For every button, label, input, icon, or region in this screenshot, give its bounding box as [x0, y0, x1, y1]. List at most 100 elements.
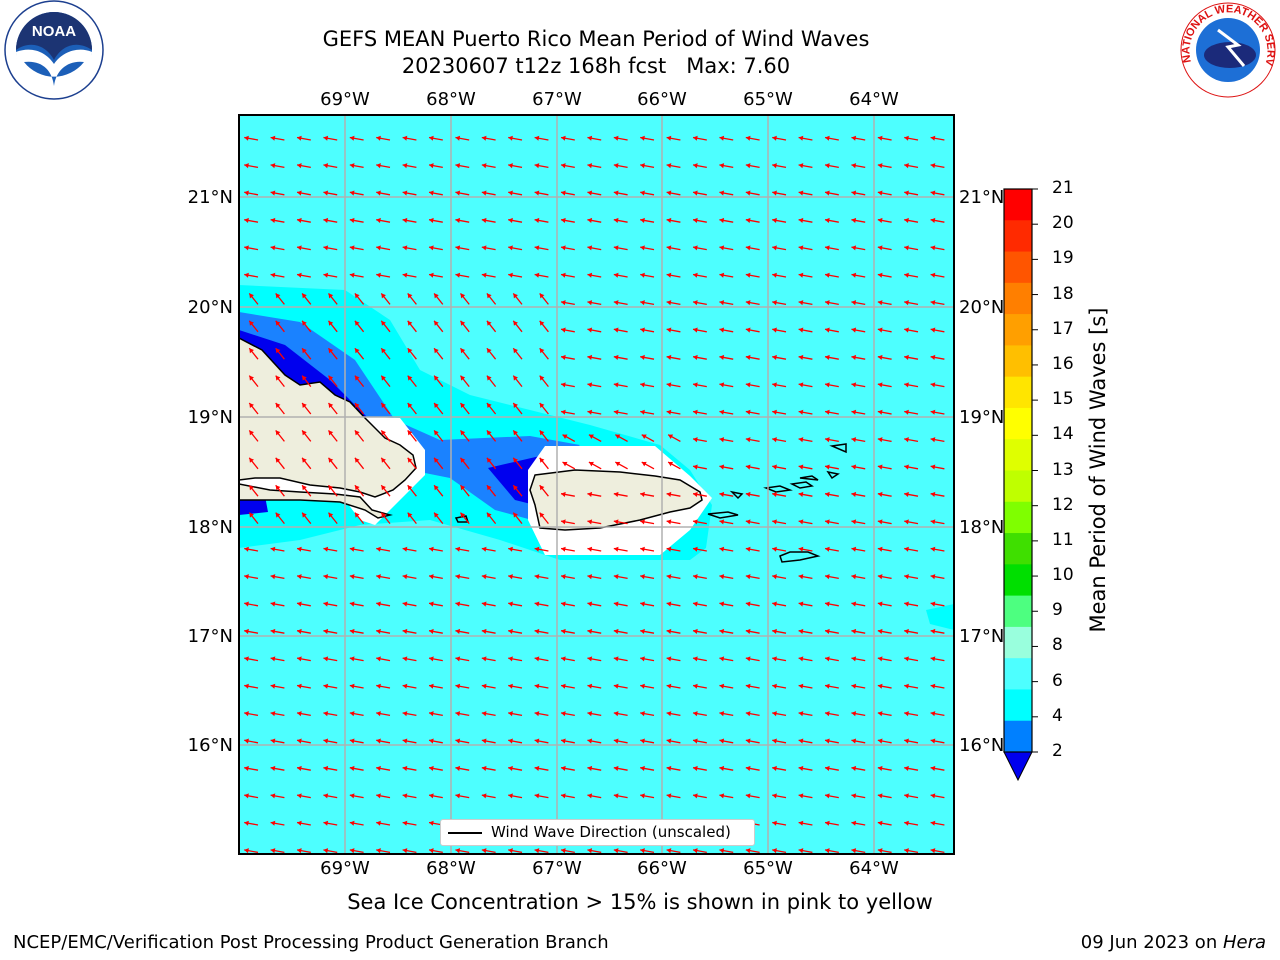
wind-wave-arrowhead	[745, 601, 751, 607]
wind-wave-arrowhead	[904, 409, 909, 415]
wind-wave-arrowhead	[877, 382, 883, 388]
wind-wave-arrowhead	[666, 491, 672, 497]
wind-wave-arrowhead	[429, 272, 434, 278]
wind-wave-arrowhead	[613, 656, 619, 662]
wind-wave-arrowhead	[328, 485, 334, 491]
wind-wave-arrowhead	[270, 820, 276, 826]
wind-wave-arrowhead	[297, 217, 302, 223]
wind-wave-arrowhead	[481, 574, 487, 580]
wind-wave-arrowhead	[904, 190, 909, 196]
wind-wave-arrowhead	[666, 190, 672, 196]
wind-wave-arrowhead	[328, 512, 334, 518]
wind-wave-arrowhead	[270, 245, 276, 251]
wind-wave-arrowhead	[613, 601, 619, 607]
wind-wave-arrowhead	[486, 457, 492, 463]
wind-wave-arrowhead	[719, 628, 725, 634]
wind-wave-arrowhead	[772, 738, 777, 744]
wind-wave-arrowhead	[244, 245, 249, 251]
wind-wave-arrowhead	[693, 190, 698, 196]
wind-wave-arrowhead	[376, 245, 381, 251]
wind-wave-arrowhead	[666, 574, 672, 580]
wind-wave-arrowhead	[429, 628, 434, 634]
wind-wave-arrowhead	[244, 711, 249, 717]
wind-wave-arrowhead	[481, 245, 487, 251]
wind-wave-arrowhead	[666, 711, 672, 717]
wind-wave-arrowhead	[613, 738, 619, 744]
wind-wave-arrowhead	[275, 430, 281, 436]
wind-wave-arrowhead	[851, 574, 857, 580]
wind-wave-arrowhead	[851, 327, 857, 333]
wind-wave-arrowhead	[666, 628, 672, 634]
wind-wave-arrowhead	[772, 163, 777, 169]
wind-wave-arrowhead	[745, 491, 751, 497]
wind-wave-arrowhead	[270, 711, 276, 717]
wind-wave-arrowhead	[745, 382, 751, 388]
wind-wave-arrowhead	[429, 656, 434, 662]
wind-wave-arrowhead	[561, 628, 566, 634]
wind-wave-arrowhead	[587, 848, 593, 854]
wind-wave-arrowhead	[640, 848, 645, 854]
wind-wave-arrowhead	[640, 382, 645, 388]
wind-wave-arrowhead	[561, 848, 566, 854]
wind-wave-arrowhead	[930, 272, 936, 278]
wind-wave-arrowhead	[745, 793, 751, 799]
wind-wave-arrowhead	[825, 628, 830, 634]
lat-label-right-21n: 21°N	[959, 187, 1004, 208]
wind-wave-arrowhead	[275, 375, 281, 381]
wind-wave-arrowhead	[825, 464, 830, 470]
wind-wave-arrowhead	[455, 848, 461, 854]
wind-wave-arrowhead	[460, 485, 466, 491]
wind-wave-arrowhead	[851, 464, 857, 470]
wind-wave-arrowhead	[587, 656, 593, 662]
wind-wave-arrowhead	[376, 546, 381, 552]
wind-wave-arrowhead	[719, 300, 725, 306]
wind-wave-arrowhead	[719, 437, 725, 443]
map-frame	[238, 114, 955, 855]
wind-wave-arrowhead	[513, 485, 518, 491]
wind-wave-arrowhead	[455, 272, 461, 278]
wind-wave-arrowhead	[508, 245, 513, 251]
wind-wave-arrowhead	[719, 327, 725, 333]
lon-label-bottom-69w: 69°W	[320, 858, 370, 879]
wind-wave-arrowhead	[508, 601, 513, 607]
wind-wave-arrowhead	[930, 683, 936, 689]
wind-wave-arrowhead	[877, 765, 883, 771]
wind-wave-arrowhead	[798, 163, 804, 169]
wind-wave-arrowhead	[719, 574, 725, 580]
wind-wave-arrowhead	[877, 519, 883, 525]
wind-wave-arrowhead	[693, 382, 698, 388]
wind-wave-arrowhead	[508, 656, 513, 662]
wind-wave-arrowhead	[434, 485, 439, 491]
lat-label-right-20n: 20°N	[959, 297, 1004, 318]
wind-wave-arrowhead	[904, 382, 909, 388]
wind-wave-arrowhead	[640, 628, 645, 634]
wind-wave-arrowhead	[825, 354, 830, 360]
wind-wave-arrowhead	[481, 628, 487, 634]
wind-wave-arrowhead	[328, 320, 334, 326]
lon-label-top-66w: 66°W	[637, 89, 687, 110]
wind-wave-arrowhead	[562, 434, 568, 440]
wind-wave-arrowhead	[719, 135, 725, 141]
wind-wave-arrowhead	[693, 546, 698, 552]
wind-wave-arrowhead	[640, 190, 645, 196]
wind-wave-arrowhead	[772, 491, 777, 497]
wind-wave-arrowhead	[587, 683, 593, 689]
wind-wave-arrowhead	[904, 217, 909, 223]
wind-wave-arrowhead	[354, 512, 360, 518]
wind-wave-arrowhead	[798, 190, 804, 196]
wind-wave-arrowhead	[719, 765, 725, 771]
wind-wave-arrowhead	[249, 320, 254, 326]
wind-wave-arrowhead	[402, 628, 408, 634]
wind-wave-arrowhead	[877, 628, 883, 634]
wind-wave-arrowhead	[587, 382, 593, 388]
colorbar-segment	[1004, 376, 1032, 409]
wind-wave-arrowhead	[798, 738, 804, 744]
wind-wave-arrowhead	[904, 135, 909, 141]
wind-wave-arrowhead	[561, 711, 566, 717]
wind-wave-arrowhead	[613, 382, 619, 388]
wind-wave-arrowhead	[772, 656, 777, 662]
wind-wave-arrowhead	[429, 793, 434, 799]
lat-label-right-19n: 19°N	[959, 407, 1004, 428]
wind-wave-arrowhead	[302, 375, 307, 381]
wind-wave-arrowhead	[328, 403, 334, 408]
